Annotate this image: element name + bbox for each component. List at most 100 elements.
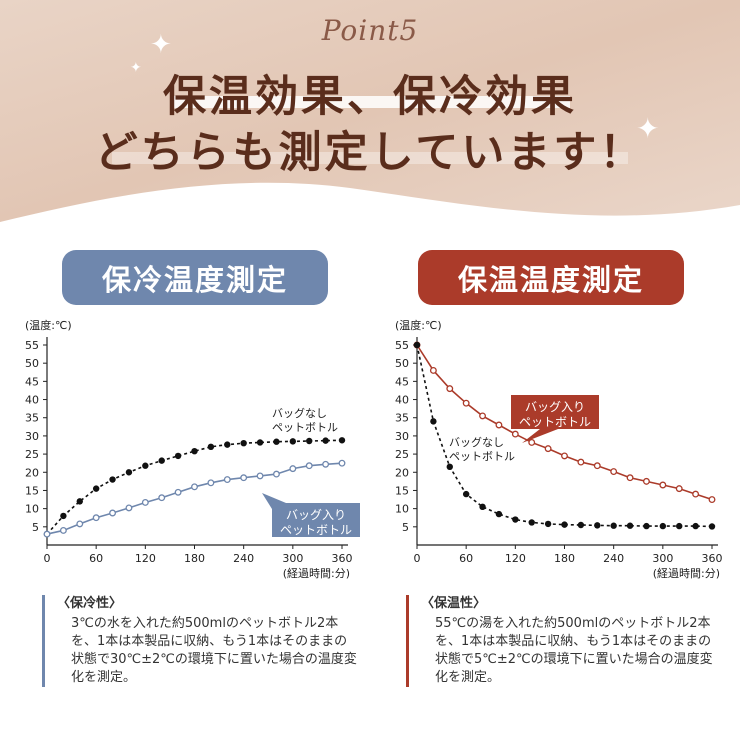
y-tick-label: 45 (25, 375, 39, 388)
data-point (495, 510, 503, 518)
data-point (306, 437, 313, 445)
x-tick-label: 360 (332, 552, 353, 565)
y-tick-label: 40 (25, 394, 39, 407)
header-background (0, 0, 740, 222)
data-point (125, 504, 133, 512)
warm-note-title: 〈保温性〉 (421, 596, 487, 611)
x-tick-label: 120 (505, 552, 526, 565)
headline-line-2: どちらも測定しています！ (94, 128, 646, 178)
sparkle-icon: ✦ (150, 30, 172, 60)
y-tick-label: 30 (25, 430, 39, 443)
series-label: ペットボトル (280, 523, 352, 537)
data-point (92, 514, 100, 522)
data-point (511, 430, 519, 438)
y-tick-label: 50 (395, 357, 409, 370)
y-tick-label: 15 (25, 484, 39, 497)
data-point (125, 469, 133, 476)
y-tick-label: 55 (395, 339, 409, 352)
y-tick-label: 40 (395, 394, 409, 407)
data-point (240, 474, 248, 482)
x-tick-label: 360 (702, 552, 723, 565)
data-point (322, 437, 329, 444)
data-point (273, 438, 280, 445)
data-point (577, 521, 585, 529)
headline-highlight (112, 152, 628, 164)
y-tick-label: 15 (395, 484, 409, 497)
data-point (60, 512, 67, 520)
data-point (142, 462, 149, 469)
callout-box (511, 395, 599, 429)
data-point (43, 530, 51, 538)
callout-box (272, 503, 360, 537)
data-point (676, 522, 683, 530)
data-point (207, 443, 215, 451)
y-tick-label: 20 (25, 466, 39, 479)
data-point (544, 520, 552, 528)
data-point (528, 519, 535, 526)
data-point (76, 498, 83, 505)
data-point (191, 483, 198, 491)
sparkle-icon: ✦ (636, 112, 660, 145)
series-label: バッグ入り (525, 400, 585, 414)
data-point (59, 527, 67, 534)
data-point (708, 496, 716, 503)
data-point (289, 465, 297, 473)
data-point (305, 462, 313, 470)
data-point (338, 459, 346, 467)
y-tick-label: 10 (25, 503, 39, 516)
x-tick-label: 60 (459, 552, 473, 565)
data-point (659, 481, 667, 489)
series-label: バッグなし (272, 406, 327, 420)
warm-panel-title: 保温温度測定 (418, 250, 684, 305)
data-point (92, 485, 100, 492)
cold-note: 〈保冷性〉 3℃の水を入れた約500mlのペットボトル2本を、1本は本製品に収納… (42, 595, 357, 687)
data-point (191, 447, 198, 455)
y-tick-label: 55 (25, 339, 39, 352)
data-point (223, 476, 231, 483)
data-point (642, 477, 650, 485)
data-point (610, 468, 618, 475)
data-point (207, 479, 215, 487)
series-label: バッグ入り (286, 508, 346, 522)
x-tick-label: 300 (282, 552, 303, 565)
x-tick-label: 120 (135, 552, 156, 565)
data-point (322, 460, 330, 468)
series-label: バッグなし (449, 435, 504, 449)
y-tick-label: 50 (25, 357, 39, 370)
data-point (643, 522, 650, 530)
data-point (109, 476, 116, 483)
x-tick-label: 60 (89, 552, 103, 565)
y-tick-label: 25 (395, 448, 409, 461)
y-tick-label: 45 (395, 375, 409, 388)
data-point (692, 522, 699, 530)
data-point (577, 458, 585, 466)
data-point (338, 437, 346, 444)
x-tick-label: 180 (184, 552, 205, 565)
callout-pointer (262, 493, 286, 509)
data-point (256, 439, 264, 446)
warm-note: 〈保温性〉 55℃の湯を入れた約500mlのペットボトル2本を、1本は本製品に収… (406, 595, 721, 687)
data-point (610, 522, 617, 529)
cold-chart-svg: (温度:℃) (経過時間:分) 5 10 15 20 25 30 35 40 45 50 55 0 60 12… (25, 318, 360, 580)
data-point (495, 421, 503, 429)
data-point (256, 472, 264, 480)
headline-line-1: 保温効果、保冷効果 (163, 72, 577, 122)
data-point (462, 490, 470, 498)
x-tick-label: 240 (233, 552, 254, 565)
warm-note-body: 55℃の湯を入れた約500mlのペットボトル2本を、1本は本製品に収納、もう1本… (435, 616, 713, 685)
data-point (76, 520, 84, 528)
y-axis-label: (温度:℃) (25, 318, 72, 332)
headline-highlight (170, 96, 570, 108)
warm-chart: (温度:℃) (経過時間:分) 5 10 15 20 25 30 35 40 45 50 55 0 60 12… (370, 313, 740, 585)
x-tick-label: 0 (44, 552, 51, 565)
data-point (446, 463, 453, 471)
data-point (462, 399, 470, 407)
y-tick-label: 35 (25, 412, 39, 425)
data-point (109, 509, 117, 517)
cold-note-body: 3℃の水を入れた約500mlのペットボトル2本を、1本は本製品に収納、もう1本は… (71, 616, 357, 685)
x-tick-label: 300 (652, 552, 673, 565)
data-point (708, 523, 716, 530)
callout-pointer (522, 429, 558, 443)
